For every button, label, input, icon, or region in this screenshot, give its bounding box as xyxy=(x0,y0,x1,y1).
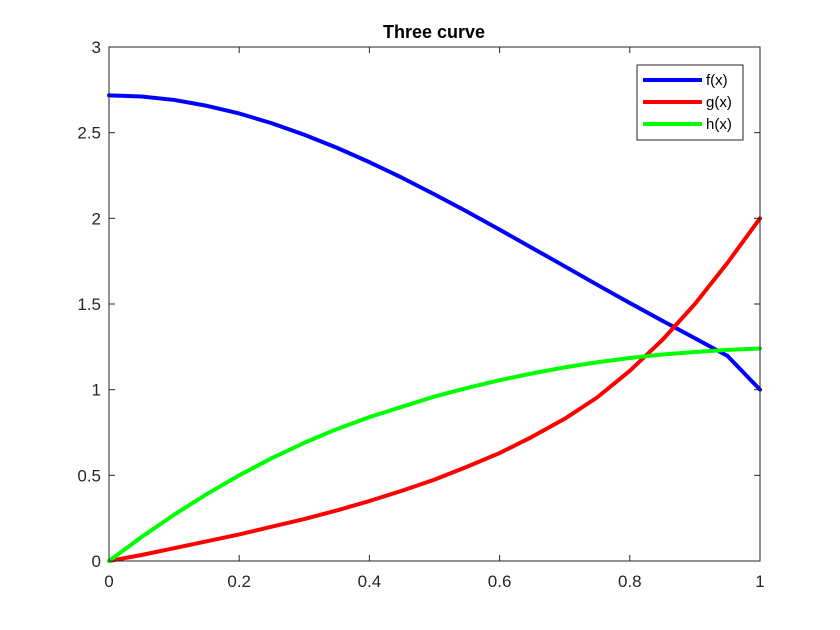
chart-title: Three curve xyxy=(383,22,485,42)
x-tick-label: 0.4 xyxy=(358,572,382,591)
y-tick-label: 2 xyxy=(92,209,101,228)
legend-label-1: f(x) xyxy=(706,72,728,89)
y-tick-label: 3 xyxy=(92,38,101,57)
y-tick-label: 1 xyxy=(92,381,101,400)
x-tick-label: 0.8 xyxy=(618,572,642,591)
x-tick-label: 0.2 xyxy=(227,572,251,591)
series-layer xyxy=(107,93,762,563)
x-tick-label: 0.6 xyxy=(488,572,512,591)
y-axis: 0 0.5 1 1.5 2 2.5 3 xyxy=(77,38,760,571)
x-tick-label: 0 xyxy=(104,572,113,591)
y-tick-label: 0 xyxy=(92,552,101,571)
x-axis: 0 0.2 0.4 0.6 0.8 1 xyxy=(104,47,765,591)
series-line-3 xyxy=(107,346,762,563)
legend-label-3: h(x) xyxy=(706,116,732,133)
series-line-2 xyxy=(107,216,762,563)
legend-items: f(x) g(x) h(x) xyxy=(643,72,732,133)
y-tick-label: 1.5 xyxy=(77,295,101,314)
legend: f(x) g(x) h(x) xyxy=(636,64,744,141)
legend-label-2: g(x) xyxy=(706,94,732,111)
y-tick-label: 0.5 xyxy=(77,466,101,485)
series-line-1 xyxy=(107,93,762,392)
y-tick-label: 2.5 xyxy=(77,124,101,143)
x-tick-label: 1 xyxy=(755,572,764,591)
